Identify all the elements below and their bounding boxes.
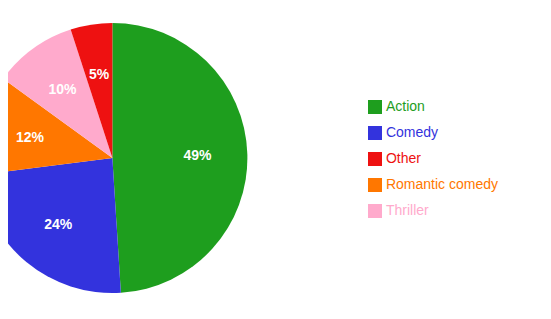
- html-text:Romantic comedy: Romantic comedy: [386, 176, 498, 192]
- html-text:Other: Other: [386, 150, 421, 166]
- svg-text:49%: 49%: [183, 147, 212, 163]
- html-text:Action: Action: [386, 98, 425, 114]
- html-text:Thriller: Thriller: [386, 202, 429, 218]
- html-text:Comedy: Comedy: [386, 124, 439, 140]
- svg-text:10%: 10%: [48, 81, 77, 97]
- svg-text:5%: 5%: [89, 66, 110, 82]
- svg-text:24%: 24%: [44, 216, 73, 232]
- svg-text:12%: 12%: [16, 129, 45, 145]
